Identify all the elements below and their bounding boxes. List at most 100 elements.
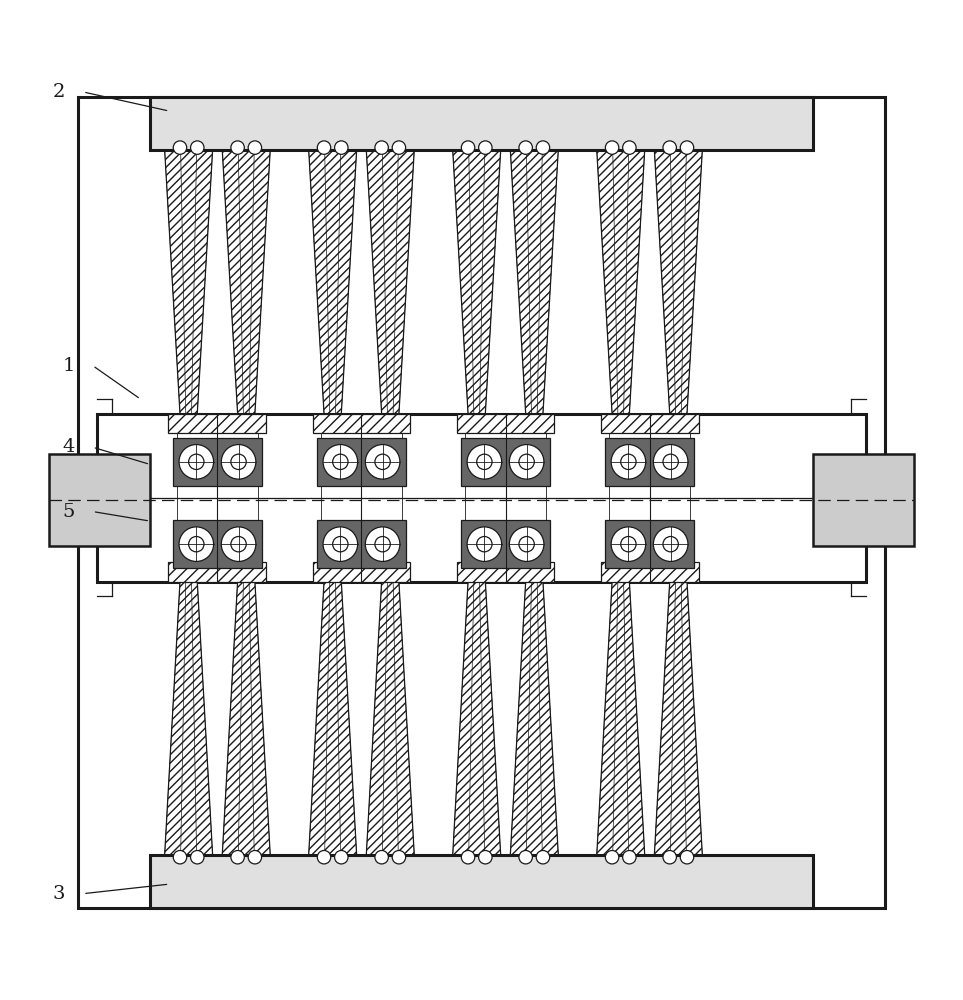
Polygon shape [222,150,271,414]
Polygon shape [366,150,414,414]
Circle shape [231,141,245,154]
Circle shape [365,445,400,479]
Text: 2: 2 [53,83,65,101]
Circle shape [653,527,688,561]
Bar [150,97,813,150]
Circle shape [519,850,533,864]
Circle shape [509,527,544,561]
Circle shape [680,141,693,154]
Bar [173,438,262,486]
Bar [317,520,405,568]
Polygon shape [510,150,559,414]
Circle shape [191,141,204,154]
Circle shape [248,850,262,864]
Circle shape [477,536,492,552]
Circle shape [173,850,187,864]
Bar [150,855,813,908]
Circle shape [221,445,256,479]
Bar [606,520,693,568]
Polygon shape [222,582,271,855]
Circle shape [317,850,330,864]
Polygon shape [510,582,559,855]
Circle shape [334,141,348,154]
Circle shape [189,536,204,552]
Circle shape [231,536,247,552]
Circle shape [663,536,678,552]
Circle shape [612,527,646,561]
Polygon shape [453,150,501,414]
Circle shape [519,454,534,470]
Bar [813,454,914,546]
Bar [97,414,866,582]
Circle shape [467,445,502,479]
Circle shape [323,445,357,479]
Polygon shape [654,582,702,855]
Circle shape [653,445,688,479]
Text: 4: 4 [63,438,75,456]
Circle shape [467,527,502,561]
Bar [601,562,698,582]
Circle shape [375,141,388,154]
Circle shape [621,454,637,470]
Bar [601,414,698,433]
Circle shape [623,141,637,154]
Polygon shape [309,150,356,414]
Bar [313,562,410,582]
Circle shape [375,850,388,864]
Polygon shape [597,582,645,855]
Circle shape [606,850,619,864]
Bar [606,438,693,486]
Circle shape [323,527,357,561]
Polygon shape [165,150,213,414]
Polygon shape [453,582,501,855]
Polygon shape [165,582,213,855]
Circle shape [612,445,646,479]
Bar [456,414,555,433]
Circle shape [179,527,214,561]
Circle shape [479,850,492,864]
Text: 1: 1 [63,357,75,375]
Circle shape [332,454,348,470]
Circle shape [248,141,262,154]
Circle shape [606,141,619,154]
Circle shape [461,141,475,154]
Bar [169,562,267,582]
Circle shape [332,536,348,552]
Bar [461,438,550,486]
Circle shape [663,850,676,864]
Circle shape [375,454,390,470]
Circle shape [680,850,693,864]
Circle shape [221,527,256,561]
Bar [313,414,410,433]
Circle shape [509,445,544,479]
Circle shape [189,454,204,470]
Text: 5: 5 [63,503,75,521]
Bar [169,414,267,433]
Circle shape [231,454,247,470]
Circle shape [231,850,245,864]
Circle shape [623,850,637,864]
Polygon shape [597,150,645,414]
Circle shape [477,454,492,470]
Bar [173,520,262,568]
Circle shape [392,141,405,154]
Circle shape [519,536,534,552]
Polygon shape [309,582,356,855]
Bar [317,438,405,486]
Polygon shape [366,582,414,855]
Circle shape [536,850,550,864]
Circle shape [479,141,492,154]
Circle shape [461,850,475,864]
Circle shape [375,536,390,552]
Circle shape [365,527,400,561]
Circle shape [179,445,214,479]
Bar [461,520,550,568]
Polygon shape [654,150,702,414]
Circle shape [621,536,637,552]
Bar [456,562,555,582]
Circle shape [317,141,330,154]
Bar [49,454,150,546]
Circle shape [519,141,533,154]
Text: 3: 3 [53,885,65,903]
Circle shape [334,850,348,864]
